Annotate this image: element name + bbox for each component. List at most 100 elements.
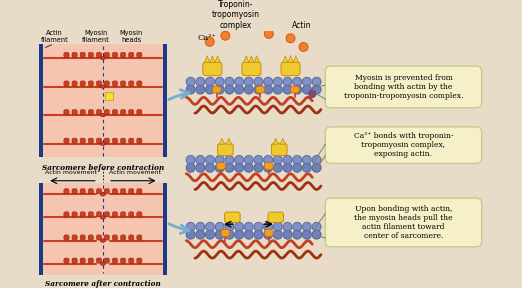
Polygon shape [219,138,224,144]
FancyBboxPatch shape [281,62,300,76]
Circle shape [225,77,234,86]
Text: Sarcomere after contraction: Sarcomere after contraction [45,280,161,288]
FancyBboxPatch shape [325,198,482,247]
Circle shape [196,77,205,86]
FancyBboxPatch shape [88,52,93,58]
FancyBboxPatch shape [221,230,230,236]
FancyBboxPatch shape [39,44,167,157]
Circle shape [186,156,195,164]
Text: Myosin
filament: Myosin filament [82,30,110,43]
FancyBboxPatch shape [80,212,85,217]
FancyBboxPatch shape [203,62,222,76]
FancyBboxPatch shape [80,52,85,58]
Polygon shape [215,56,220,62]
FancyBboxPatch shape [72,212,77,217]
Circle shape [312,222,321,231]
FancyBboxPatch shape [104,138,110,143]
Circle shape [303,222,311,231]
Circle shape [264,230,272,239]
FancyBboxPatch shape [121,109,126,115]
Circle shape [206,163,215,172]
Polygon shape [293,56,299,62]
Circle shape [216,156,224,164]
Circle shape [254,163,263,172]
FancyBboxPatch shape [112,258,117,263]
FancyBboxPatch shape [128,52,134,58]
FancyBboxPatch shape [72,81,77,86]
FancyBboxPatch shape [112,235,117,240]
FancyBboxPatch shape [128,258,134,263]
Circle shape [196,230,205,239]
Circle shape [186,77,195,86]
Circle shape [186,230,195,239]
Text: Actin: Actin [292,21,312,30]
Circle shape [299,43,308,51]
Circle shape [274,222,282,231]
Polygon shape [273,138,278,144]
Circle shape [254,85,263,94]
FancyBboxPatch shape [128,212,134,217]
FancyBboxPatch shape [88,189,93,194]
FancyBboxPatch shape [64,212,69,217]
FancyArrowPatch shape [169,90,189,100]
FancyBboxPatch shape [80,81,85,86]
Text: Ca²⁺ bonds with troponin-
tropomyosin complex,
exposing actin.: Ca²⁺ bonds with troponin- tropomyosin co… [354,132,453,158]
Polygon shape [249,56,254,62]
Circle shape [196,85,205,94]
Circle shape [216,163,224,172]
Circle shape [206,77,215,86]
Circle shape [312,156,321,164]
Circle shape [283,77,292,86]
FancyBboxPatch shape [80,235,85,240]
Circle shape [206,156,215,164]
Circle shape [235,156,243,164]
Circle shape [312,77,321,86]
Circle shape [303,156,311,164]
FancyBboxPatch shape [104,212,110,217]
Circle shape [196,163,205,172]
FancyBboxPatch shape [97,189,102,194]
FancyBboxPatch shape [121,52,126,58]
FancyBboxPatch shape [88,258,93,263]
FancyBboxPatch shape [137,109,142,115]
FancyBboxPatch shape [271,143,287,156]
FancyBboxPatch shape [121,212,126,217]
FancyBboxPatch shape [112,138,117,143]
Circle shape [283,163,292,172]
FancyBboxPatch shape [112,212,117,217]
FancyBboxPatch shape [64,189,69,194]
Polygon shape [210,56,215,62]
Circle shape [274,230,282,239]
Circle shape [235,230,243,239]
FancyBboxPatch shape [137,235,142,240]
Polygon shape [254,56,259,62]
Ellipse shape [100,113,105,117]
Text: Actin
filament: Actin filament [40,30,68,43]
FancyBboxPatch shape [121,138,126,143]
Circle shape [225,85,234,94]
Circle shape [244,85,253,94]
FancyBboxPatch shape [212,86,221,93]
FancyBboxPatch shape [97,138,102,143]
FancyBboxPatch shape [104,81,110,86]
FancyBboxPatch shape [72,109,77,115]
Circle shape [265,30,273,38]
Circle shape [293,156,302,164]
FancyBboxPatch shape [80,138,85,143]
Polygon shape [226,138,231,144]
Circle shape [293,77,302,86]
Text: Actin movement: Actin movement [109,170,161,175]
FancyBboxPatch shape [291,86,299,93]
FancyBboxPatch shape [217,162,226,169]
FancyBboxPatch shape [104,189,110,194]
Circle shape [303,85,311,94]
FancyBboxPatch shape [104,258,110,263]
Polygon shape [288,56,293,62]
Circle shape [206,85,215,94]
Circle shape [244,156,253,164]
FancyBboxPatch shape [121,258,126,263]
Text: Myosin is prevented from
bonding with actin by the
troponin-tropomyosin complex.: Myosin is prevented from bonding with ac… [344,74,463,100]
FancyBboxPatch shape [64,235,69,240]
FancyBboxPatch shape [88,81,93,86]
Circle shape [293,230,302,239]
